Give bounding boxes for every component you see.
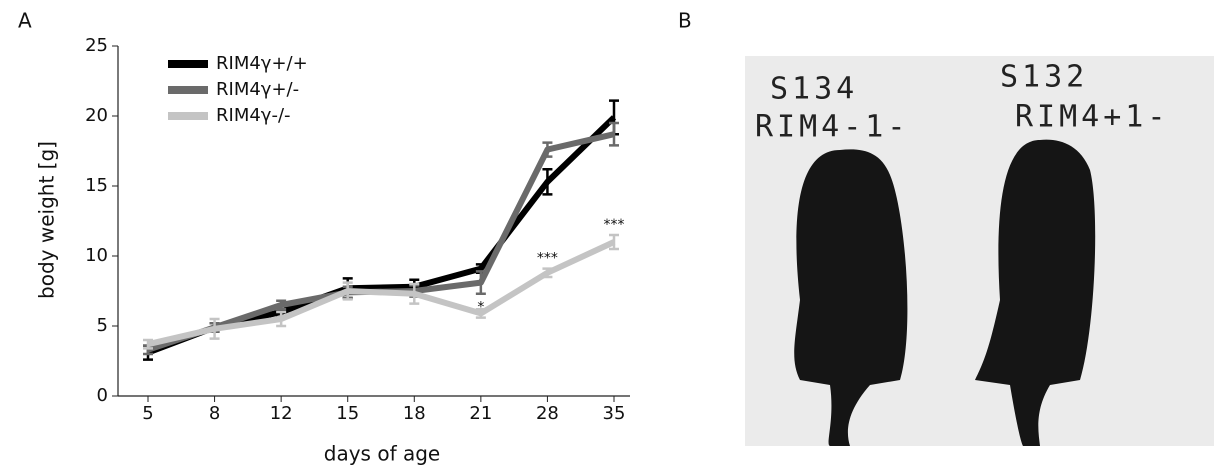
y-tick-label: 25	[85, 35, 108, 56]
significance-label: ***	[604, 217, 625, 233]
legend-label: RIM4γ+/-	[216, 79, 299, 100]
photo-label: S132	[1000, 60, 1088, 95]
x-axis-label: days of age	[324, 442, 440, 466]
legend-label: RIM4γ+/+	[216, 53, 308, 74]
x-tick-label: 8	[209, 403, 220, 424]
panel-label: A	[18, 9, 32, 33]
x-tick-label: 21	[469, 403, 492, 424]
x-tick-label: 18	[403, 403, 426, 424]
x-tick-label: 35	[603, 403, 626, 424]
mouse	[975, 139, 1096, 446]
y-tick-label: 5	[97, 315, 108, 336]
legend-label: RIM4γ-/-	[216, 105, 291, 126]
y-tick-label: 20	[85, 105, 108, 126]
y-axis-label: body weight [g]	[35, 141, 59, 299]
significance-label: *	[477, 300, 484, 316]
photo-label: RIM4-1-	[755, 110, 909, 145]
photo-label: S134	[770, 72, 858, 107]
series-line	[147, 131, 615, 353]
mouse	[794, 149, 908, 446]
significance-label: ***	[537, 251, 558, 267]
x-tick-label: 28	[536, 403, 559, 424]
x-tick-label: 12	[270, 403, 293, 424]
photo-label: RIM4+1-	[1015, 100, 1169, 135]
x-tick-label: 15	[336, 403, 359, 424]
series-line	[147, 239, 616, 348]
panel-label: B	[678, 9, 692, 33]
y-tick-label: 0	[97, 385, 108, 406]
x-tick-label: 5	[142, 403, 153, 424]
photo: S134 RIM4-1- S132 RIM4+1-	[745, 56, 1214, 446]
y-tick-label: 15	[85, 175, 108, 196]
y-tick-label: 10	[85, 245, 108, 266]
